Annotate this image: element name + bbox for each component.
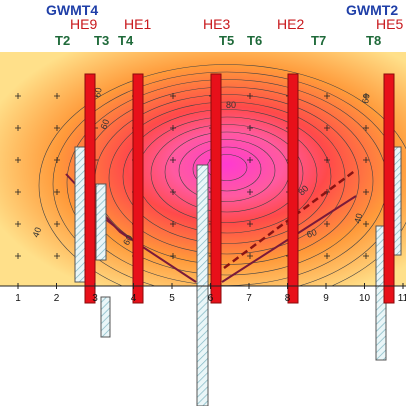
axis-tick-label: 7 (246, 293, 252, 304)
thermo-label-t6: T6 (247, 33, 262, 48)
grid-cross (324, 221, 330, 227)
heater-label-he5: HE5 (376, 16, 403, 32)
contour-line (38, 64, 406, 286)
grid-cross (247, 125, 253, 131)
grid-cross (170, 189, 176, 195)
axis-tick-label: 1 (15, 293, 21, 304)
thermo-label-t3: T3 (94, 33, 109, 48)
contour-label: 80 (226, 100, 236, 110)
grid-cross (15, 253, 21, 259)
heater-bar-he9 (84, 73, 96, 304)
top-labels: GWMT4 GWMT2 HE9 HE1 HE3 HE2 HE5 T2 T3 T4… (46, 2, 403, 48)
probe-left-lower (100, 296, 111, 338)
grid-cross (54, 93, 60, 99)
x-axis: 1 2 3 4 5 6 7 8 9 10 11 (15, 283, 406, 304)
heater-bar-he5 (383, 73, 395, 304)
probe-left-long (74, 146, 86, 283)
grid-cross (170, 221, 176, 227)
contour-label: 60 (121, 233, 135, 247)
grid-cross (363, 93, 369, 99)
grid-cross (363, 125, 369, 131)
grid-cross (54, 125, 60, 131)
grid-cross (324, 125, 330, 131)
grid-cross (15, 189, 21, 195)
contour-label: 60 (360, 93, 372, 105)
grid-cross (170, 157, 176, 163)
axis-tick-label: 3 (92, 293, 98, 304)
contour-label: 40 (352, 212, 364, 224)
axis-tick-label: 6 (208, 293, 214, 304)
heater-label-he9: HE9 (70, 16, 97, 32)
grid-cross (247, 93, 253, 99)
heater-label-he1: HE1 (124, 16, 151, 32)
heater-bar-he2 (287, 73, 299, 304)
heater-label-he2: HE2 (277, 16, 304, 32)
contour-line (108, 101, 346, 255)
thermo-label-t5: T5 (219, 33, 234, 48)
thermo-label-t2: T2 (55, 33, 70, 48)
grid-cross (247, 253, 253, 259)
grid-cross (15, 221, 21, 227)
grid-cross (363, 221, 369, 227)
axis-tick-label: 5 (169, 293, 175, 304)
contour-label: 60 (98, 118, 111, 131)
grid-cross (324, 157, 330, 163)
thermo-label-t8: T8 (366, 33, 381, 48)
grid-cross (324, 93, 330, 99)
grid-cross (363, 253, 369, 259)
grid-cross (54, 253, 60, 259)
contour-label: 60 (305, 227, 318, 240)
contour-labels: 40 40 60 60 60 60 60 80 80 (30, 87, 371, 247)
contour-label: 60 (92, 87, 104, 99)
grid-cross (15, 93, 21, 99)
axis-tick-label: 10 (359, 293, 371, 304)
grid-cross (247, 221, 253, 227)
axis-tick-label: 8 (285, 293, 291, 304)
grid-cross (363, 157, 369, 163)
heater-bar-he1 (132, 73, 144, 304)
axis-tick-label: 4 (131, 293, 137, 304)
contour-line (150, 124, 304, 223)
heater-label-he3: HE3 (203, 16, 230, 32)
contour-line (192, 146, 262, 192)
thermo-label-t7: T7 (311, 33, 326, 48)
axis-tick-label: 11 (398, 293, 406, 304)
contour-line (122, 109, 332, 244)
well-label-gwmt4: GWMT4 (46, 2, 98, 18)
grid-cross (170, 125, 176, 131)
grid-cross (54, 221, 60, 227)
probe-left-short (95, 183, 107, 261)
grid-cross (247, 157, 253, 163)
axis-tick-label: 9 (323, 293, 329, 304)
contour-label: 40 (30, 226, 43, 239)
grid-cross (247, 189, 253, 195)
grid-cross (15, 125, 21, 131)
thermo-label-t4: T4 (118, 33, 134, 48)
grid-cross (324, 253, 330, 259)
heaters (84, 73, 395, 304)
axis-tick-label: 2 (54, 293, 60, 304)
grid-cross (54, 157, 60, 163)
grid-cross (54, 189, 60, 195)
heater-bar-he3 (210, 73, 222, 304)
grid-cross (170, 93, 176, 99)
grid-cross (170, 253, 176, 259)
contour-line (178, 139, 276, 202)
grid-cross (15, 157, 21, 163)
well-label-gwmt2: GWMT2 (346, 2, 398, 18)
grid-cross (363, 189, 369, 195)
